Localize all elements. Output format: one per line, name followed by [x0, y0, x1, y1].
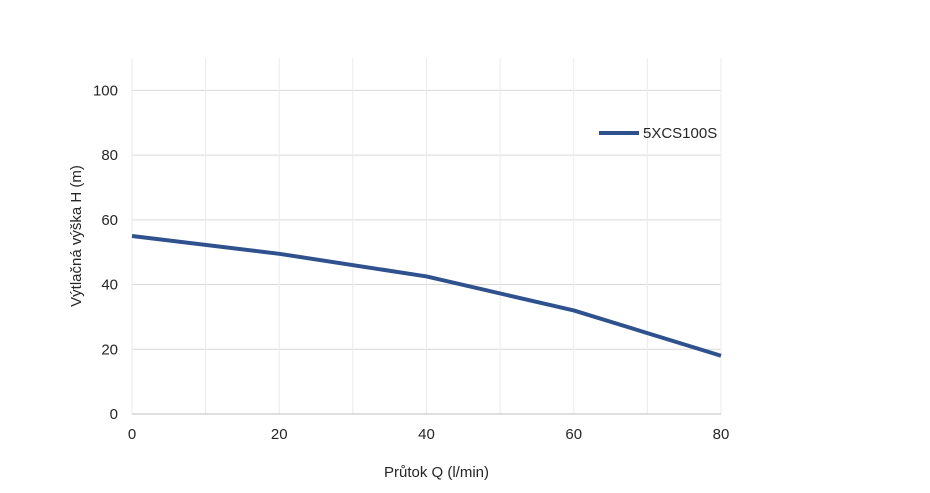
x-tick-label: 20 [271, 426, 288, 443]
y-tick-label: 40 [101, 277, 118, 294]
y-axis-title: Výtlačná výška H (m) [68, 165, 85, 307]
y-tick-label: 60 [101, 212, 118, 229]
y-tick-labels: 0 20 40 60 80 100 [93, 82, 118, 423]
x-tick-labels: 0 20 40 60 80 [128, 426, 730, 443]
y-tick-label: 20 [101, 341, 118, 358]
grid [131, 58, 722, 414]
x-tick-label: 40 [418, 426, 435, 443]
series-group [131, 234, 722, 358]
x-tick-label: 0 [128, 426, 136, 443]
x-tick-label: 80 [713, 426, 730, 443]
x-tick-label: 60 [565, 426, 582, 443]
legend: 5XCS100S [599, 125, 717, 142]
y-tick-label: 0 [110, 406, 118, 423]
x-axis-title: Průtok Q (l/min) [384, 464, 489, 481]
legend-label: 5XCS100S [643, 125, 717, 142]
y-tick-label: 100 [93, 82, 118, 99]
y-tick-label: 80 [101, 147, 118, 164]
